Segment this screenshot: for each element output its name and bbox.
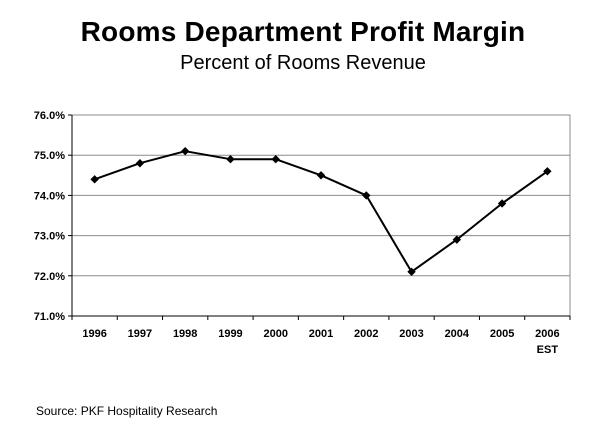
y-tick-label: 71.0% xyxy=(34,311,65,323)
axes xyxy=(68,114,571,320)
x-tick-label: 1999 xyxy=(218,328,242,340)
y-tick-label: 73.0% xyxy=(34,231,65,243)
x-tick-sublabel: EST xyxy=(537,344,559,356)
series-line xyxy=(94,150,548,273)
x-tick-label: 1997 xyxy=(128,328,152,340)
x-tick-label: 2004 xyxy=(445,328,470,340)
x-tick-label: 1996 xyxy=(82,328,106,340)
data-point-marker xyxy=(407,267,416,276)
x-tick-label: 2006 xyxy=(535,328,559,340)
y-tick-label: 75.0% xyxy=(34,150,65,162)
x-tick-label: 2002 xyxy=(354,328,378,340)
x-tick-label: 2003 xyxy=(399,328,423,340)
data-point-marker xyxy=(226,155,235,164)
chart-title: Rooms Department Profit Margin xyxy=(80,16,526,47)
data-point-marker xyxy=(362,191,371,200)
data-point-marker xyxy=(135,159,145,168)
data-point-marker xyxy=(497,199,507,208)
y-tick-label: 76.0% xyxy=(34,110,65,122)
data-point-marker xyxy=(271,155,280,164)
gridlines xyxy=(72,114,570,317)
data-point-marker xyxy=(452,235,462,244)
data-point-marker xyxy=(90,175,99,184)
data-markers xyxy=(90,146,552,276)
series-line xyxy=(94,150,548,273)
chart-subtitle: Percent of Rooms Revenue xyxy=(180,52,426,74)
plot-area-border xyxy=(71,114,571,317)
x-tick-label: 2005 xyxy=(490,328,514,340)
y-tick-labels: 71.0% 72.0% 73.0% 74.0% 75.0% 76.0% xyxy=(34,110,65,323)
source-note: Source: PKF Hospitality Research xyxy=(36,404,218,418)
data-point-marker xyxy=(316,171,326,180)
y-tick-label: 72.0% xyxy=(34,271,65,283)
x-tick-label: 1998 xyxy=(173,328,197,340)
x-tick-label: 2001 xyxy=(309,328,333,340)
x-tick-label: 2000 xyxy=(263,328,287,340)
data-point-marker xyxy=(180,146,190,156)
data-point-marker xyxy=(543,167,552,176)
y-tick-label: 74.0% xyxy=(34,190,65,202)
x-tick-labels: 1996 1997 1998 1999 2000 2001 2002 2003 2004 2005… xyxy=(82,328,559,356)
